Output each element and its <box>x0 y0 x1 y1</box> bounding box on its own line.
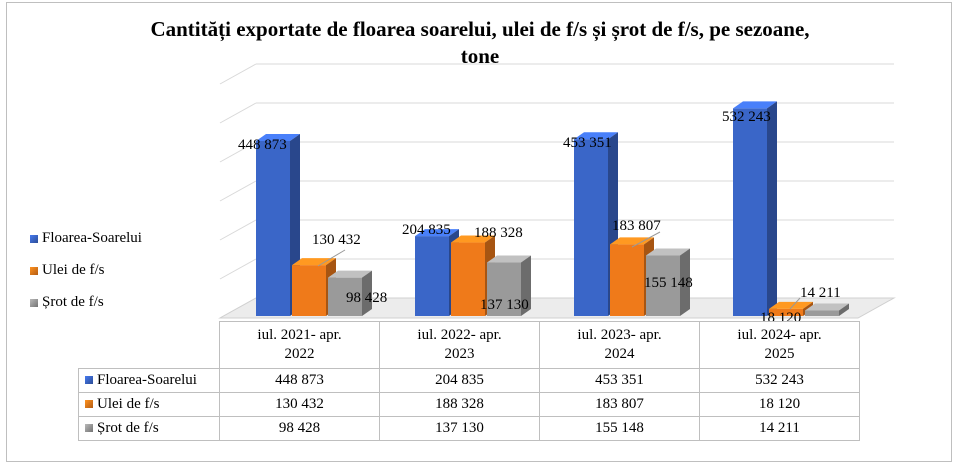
table-header-4: iul. 2024- apr. 2025 <box>699 321 860 369</box>
leader-line <box>317 249 346 267</box>
row-swatch-3 <box>85 424 93 432</box>
data-label: 453 351 <box>563 135 612 151</box>
bar-top <box>256 133 300 141</box>
bar <box>769 308 803 316</box>
legend-swatch-3 <box>30 298 38 307</box>
row-swatch-2 <box>85 400 93 408</box>
table-cell: 183 807 <box>539 392 700 417</box>
legend-item-3: Șrot de f/s <box>30 294 104 311</box>
bar-top <box>769 301 813 309</box>
bar-top <box>451 235 495 243</box>
gridline-side <box>219 102 257 124</box>
table-cell: 155 148 <box>539 416 700 441</box>
table-row: Ulei de f/s 130 432 188 328 183 807 18 1… <box>78 392 860 417</box>
table-cell: 130 432 <box>219 392 380 417</box>
row-label-3: Șrot de f/s <box>78 416 220 441</box>
bar <box>733 108 767 316</box>
legend-label-3: Șrot de f/s <box>42 294 104 310</box>
bar-side <box>362 270 372 316</box>
data-label: 98 428 <box>346 290 387 306</box>
table-cell: 453 351 <box>539 368 700 393</box>
gridline-side <box>219 258 257 280</box>
bar-side <box>680 248 690 316</box>
row-label-1: Floarea-Soarelui <box>78 368 220 393</box>
bar-top <box>805 303 849 311</box>
gridline-side <box>219 63 257 85</box>
gridline-side <box>219 219 257 241</box>
bar <box>256 140 290 316</box>
bar-side <box>521 255 531 316</box>
table-row: Floarea-Soarelui 448 873 204 835 453 351… <box>78 368 860 393</box>
bar-side <box>839 303 849 316</box>
bar <box>415 236 449 316</box>
data-label: 204 835 <box>402 222 451 238</box>
bar <box>610 244 644 316</box>
gridline-side <box>219 141 257 163</box>
data-label: 130 432 <box>312 232 361 248</box>
legend-swatch-1 <box>30 234 38 243</box>
gridline-side <box>219 180 257 202</box>
data-label: 183 807 <box>612 218 661 234</box>
data-label: 14 211 <box>800 285 841 301</box>
table-header-3: iul. 2023- apr. 2024 <box>539 321 700 369</box>
table-cell: 98 428 <box>219 416 380 441</box>
table-cell: 137 130 <box>379 416 540 441</box>
floor <box>218 297 896 319</box>
table-cell: 204 835 <box>379 368 540 393</box>
chart-frame <box>6 2 952 462</box>
table-header-2: iul. 2022- apr. 2023 <box>379 321 540 369</box>
legend-item-2: Ulei de f/s <box>30 262 104 279</box>
data-label: 155 148 <box>644 275 693 291</box>
table-row: Șrot de f/s 98 428 137 130 155 148 14 21… <box>78 416 860 441</box>
table-cell: 14 211 <box>699 416 860 441</box>
data-table: iul. 2021- apr. 2022 iul. 2022- apr. 2023 … <box>78 321 860 441</box>
legend-label-2: Ulei de f/s <box>42 262 105 278</box>
table-cell: 448 873 <box>219 368 380 393</box>
bar <box>292 265 326 316</box>
data-label: 188 328 <box>474 225 523 241</box>
leader-line <box>631 231 661 248</box>
bar-top <box>610 237 654 245</box>
bar <box>805 310 839 316</box>
data-label: 137 130 <box>480 297 529 313</box>
bar-top <box>328 270 372 278</box>
bar-top <box>646 248 690 256</box>
table-corner <box>78 321 220 369</box>
data-label: 532 243 <box>722 109 771 125</box>
bar-top <box>415 229 459 237</box>
bar <box>487 262 521 316</box>
legend-swatch-2 <box>30 266 38 275</box>
table-cell: 188 328 <box>379 392 540 417</box>
bar-top <box>487 255 531 263</box>
bar-top <box>574 132 618 140</box>
row-label-2: Ulei de f/s <box>78 392 220 417</box>
bar <box>574 139 608 316</box>
row-swatch-1 <box>85 376 93 384</box>
bar <box>328 277 362 316</box>
bar-top <box>292 258 336 266</box>
bar-top <box>733 101 777 109</box>
legend-label-1: Floarea-Soarelui <box>42 230 142 246</box>
data-label: 448 873 <box>238 137 287 153</box>
table-cell: 18 120 <box>699 392 860 417</box>
table-cell: 532 243 <box>699 368 860 393</box>
bar <box>451 242 485 316</box>
bar <box>646 255 680 316</box>
table-header-1: iul. 2021- apr. 2022 <box>219 321 380 369</box>
legend-item-1: Floarea-Soarelui <box>30 230 142 247</box>
leader-line <box>789 297 801 310</box>
bar-side <box>767 101 777 316</box>
